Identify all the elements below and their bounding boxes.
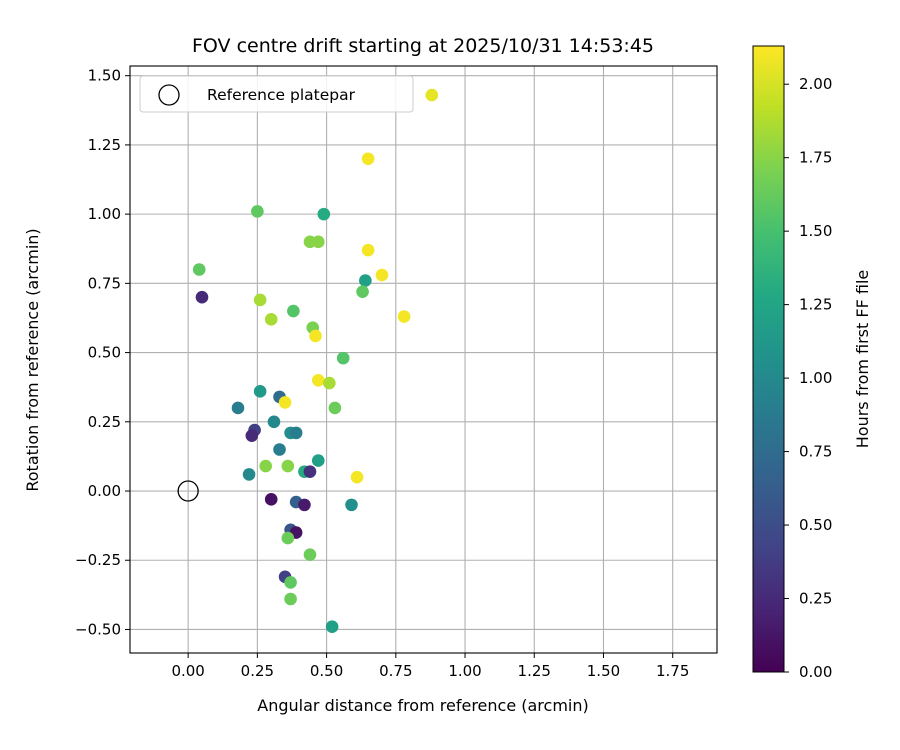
y-tick-label: 1.25 [88, 136, 121, 154]
y-tick-label: 0.75 [88, 274, 121, 292]
data-point [311, 454, 325, 467]
data-point [425, 88, 439, 102]
legend-box [139, 75, 414, 113]
data-point [345, 498, 358, 512]
y-tick-label: −0.50 [75, 620, 121, 638]
data-point [317, 207, 331, 221]
data-point [309, 329, 322, 343]
data-point [259, 459, 272, 473]
data-point [311, 235, 325, 249]
data-point [350, 470, 364, 484]
data-point [281, 531, 295, 545]
colorbar-ticks: 0.00 0.25 0.50 0.75 1.00 1.25 1.50 1.75 2.00 [784, 75, 832, 681]
y-tick-label: 0.50 [88, 344, 121, 362]
data-point [303, 548, 317, 562]
y-axis-ticks: −0.50 −0.25 0.00 0.25 0.50 0.75 1.00 1.25 1.50 [75, 67, 130, 638]
data-point [273, 443, 286, 456]
data-point [195, 290, 209, 304]
x-axis-label: Angular distance from reference (arcmin) [257, 696, 588, 715]
data-point [264, 493, 278, 506]
x-tick-label: 0.50 [310, 662, 343, 680]
data-point [311, 373, 325, 387]
chart-title: FOV centre drift starting at 2025/10/31 … [192, 35, 654, 57]
x-tick-label: 1.25 [518, 662, 551, 680]
colorbar-tick-label: 0.75 [799, 443, 832, 461]
data-point [336, 351, 350, 365]
colorbar-tick-label: 2.00 [799, 75, 832, 93]
colorbar: 0.00 0.25 0.50 0.75 1.00 1.25 1.50 1.75 2.00 Hou… [752, 45, 872, 681]
data-point [303, 465, 317, 478]
colorbar-tick-label: 1.00 [799, 369, 832, 387]
data-point [245, 429, 259, 442]
legend-label: Reference platepar [207, 86, 356, 104]
data-point [253, 385, 267, 398]
data-point [325, 620, 339, 633]
data-point [278, 396, 292, 409]
data-point [242, 468, 256, 481]
data-point [298, 498, 311, 512]
x-tick-label: 1.50 [587, 662, 620, 680]
data-point [264, 313, 278, 326]
colorbar-tick-label: 1.50 [799, 222, 832, 240]
x-tick-label: 0.75 [379, 662, 412, 680]
y-tick-label: 1.50 [88, 67, 121, 85]
colorbar-tick-label: 1.75 [799, 149, 832, 167]
data-point [192, 263, 206, 276]
data-point [287, 304, 300, 318]
data-point [284, 576, 297, 589]
data-point [323, 376, 336, 390]
data-point [397, 310, 411, 323]
x-tick-label: 0.00 [171, 662, 204, 680]
x-tick-label: 1.00 [448, 662, 481, 680]
colorbar-tick-label: 0.25 [799, 590, 832, 608]
colorbar-tick-label: 0.50 [799, 516, 832, 534]
data-point [251, 205, 264, 218]
data-point [267, 415, 281, 429]
y-tick-label: 0.00 [88, 482, 121, 500]
y-tick-label: 1.00 [88, 205, 121, 223]
data-point [361, 243, 375, 257]
plot-frame [129, 65, 718, 654]
colorbar-tick-label: 1.25 [799, 296, 832, 314]
data-point [375, 268, 389, 282]
data-point [328, 401, 342, 415]
data-points [177, 88, 439, 633]
data-point [356, 285, 369, 298]
x-tick-label: 0.25 [241, 662, 274, 680]
x-tick-label: 1.75 [656, 662, 689, 680]
data-point [231, 401, 245, 415]
data-point [281, 459, 295, 473]
data-point [284, 592, 297, 606]
x-axis-ticks: 0.00 0.25 0.50 0.75 1.00 1.25 1.50 1.75 [171, 653, 689, 680]
data-point [359, 274, 372, 287]
data-point [289, 426, 303, 440]
y-tick-label: 0.25 [88, 413, 121, 431]
data-point [361, 152, 375, 166]
colorbar-label: Hours from first FF file [853, 270, 872, 449]
data-point [253, 293, 267, 307]
legend-marker-circle-icon [158, 84, 180, 106]
colorbar-gradient [752, 45, 785, 673]
y-tick-label: −0.25 [75, 551, 121, 569]
legend: Reference platepar [139, 75, 414, 113]
reference-platepar-marker [177, 480, 199, 502]
grid [130, 66, 717, 653]
y-axis-label: Rotation from reference (arcmin) [23, 228, 42, 491]
colorbar-tick-label: 0.00 [799, 663, 832, 681]
